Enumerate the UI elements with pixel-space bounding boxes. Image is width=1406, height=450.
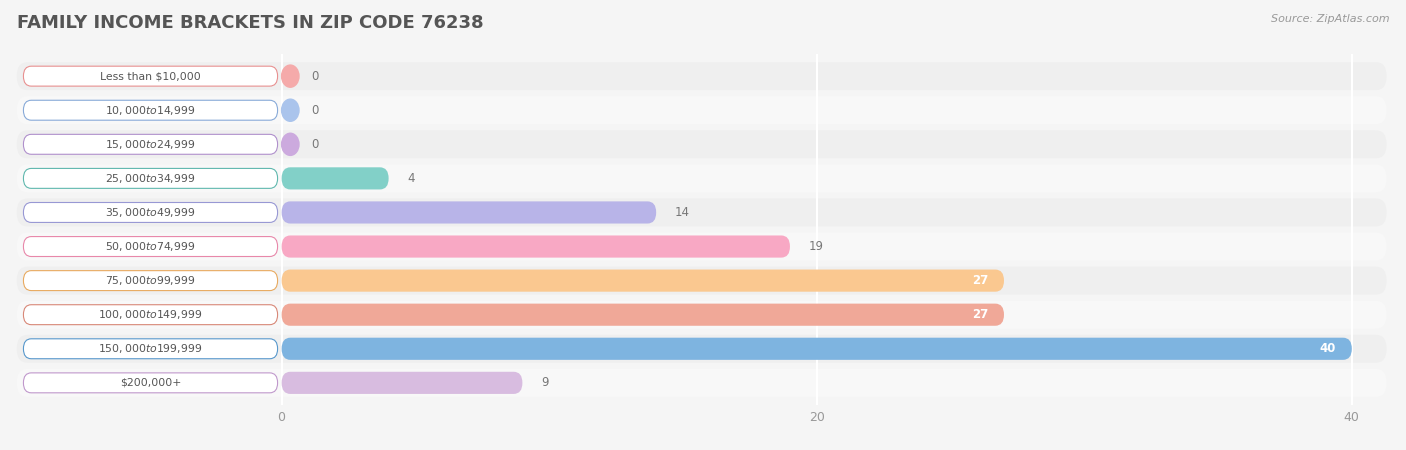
FancyBboxPatch shape: [24, 237, 277, 256]
FancyBboxPatch shape: [281, 304, 1004, 326]
FancyBboxPatch shape: [17, 164, 1386, 192]
Circle shape: [281, 133, 299, 155]
FancyBboxPatch shape: [17, 335, 1386, 363]
FancyBboxPatch shape: [24, 305, 277, 324]
Text: 9: 9: [541, 376, 548, 389]
Text: 0: 0: [311, 70, 318, 83]
Text: Less than $10,000: Less than $10,000: [100, 71, 201, 81]
FancyBboxPatch shape: [281, 167, 388, 189]
Text: 0: 0: [311, 104, 318, 117]
FancyBboxPatch shape: [17, 96, 1386, 124]
Text: $200,000+: $200,000+: [120, 378, 181, 388]
Circle shape: [281, 65, 299, 87]
FancyBboxPatch shape: [17, 198, 1386, 226]
FancyBboxPatch shape: [17, 267, 1386, 295]
FancyBboxPatch shape: [17, 369, 1386, 397]
FancyBboxPatch shape: [17, 301, 1386, 328]
Text: $35,000 to $49,999: $35,000 to $49,999: [105, 206, 195, 219]
Text: 19: 19: [808, 240, 824, 253]
FancyBboxPatch shape: [17, 62, 1386, 90]
Text: $25,000 to $34,999: $25,000 to $34,999: [105, 172, 195, 185]
FancyBboxPatch shape: [24, 100, 277, 120]
FancyBboxPatch shape: [17, 233, 1386, 261]
FancyBboxPatch shape: [17, 130, 1386, 158]
Text: $10,000 to $14,999: $10,000 to $14,999: [105, 104, 195, 117]
FancyBboxPatch shape: [24, 168, 277, 189]
Text: 40: 40: [1319, 342, 1336, 355]
FancyBboxPatch shape: [281, 235, 790, 257]
Text: FAMILY INCOME BRACKETS IN ZIP CODE 76238: FAMILY INCOME BRACKETS IN ZIP CODE 76238: [17, 14, 484, 32]
Text: 14: 14: [675, 206, 690, 219]
FancyBboxPatch shape: [281, 270, 1004, 292]
Text: 27: 27: [972, 308, 988, 321]
Text: 4: 4: [408, 172, 415, 185]
Text: 0: 0: [311, 138, 318, 151]
Text: Source: ZipAtlas.com: Source: ZipAtlas.com: [1271, 14, 1389, 23]
Text: $50,000 to $74,999: $50,000 to $74,999: [105, 240, 195, 253]
FancyBboxPatch shape: [24, 66, 277, 86]
FancyBboxPatch shape: [24, 270, 277, 291]
Text: $100,000 to $149,999: $100,000 to $149,999: [98, 308, 202, 321]
Circle shape: [281, 99, 299, 122]
FancyBboxPatch shape: [24, 135, 277, 154]
FancyBboxPatch shape: [281, 338, 1351, 360]
Text: $150,000 to $199,999: $150,000 to $199,999: [98, 342, 202, 355]
FancyBboxPatch shape: [24, 339, 277, 359]
FancyBboxPatch shape: [24, 202, 277, 222]
FancyBboxPatch shape: [281, 202, 657, 224]
FancyBboxPatch shape: [281, 372, 523, 394]
Text: $75,000 to $99,999: $75,000 to $99,999: [105, 274, 195, 287]
Text: 27: 27: [972, 274, 988, 287]
FancyBboxPatch shape: [24, 373, 277, 393]
Text: $15,000 to $24,999: $15,000 to $24,999: [105, 138, 195, 151]
